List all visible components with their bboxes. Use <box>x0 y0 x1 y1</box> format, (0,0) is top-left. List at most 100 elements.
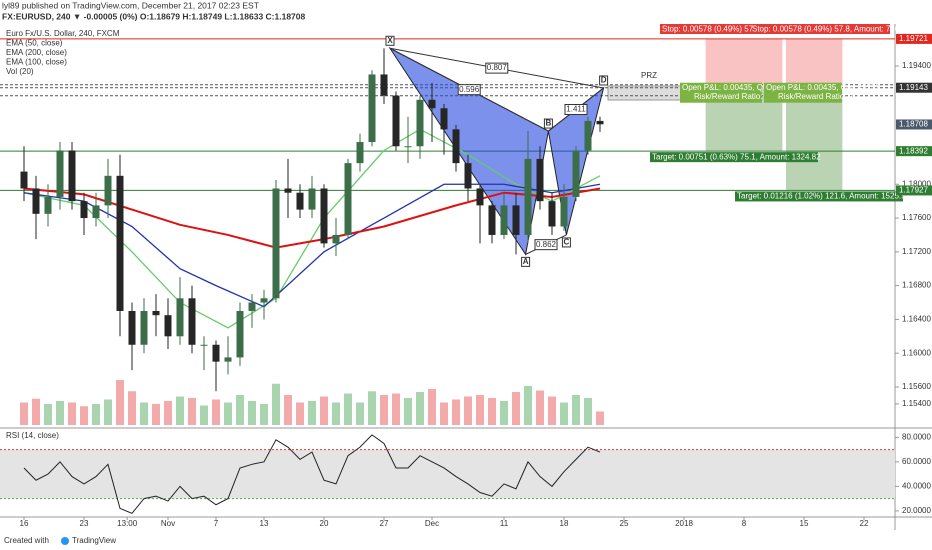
ratio-badge <box>534 239 558 251</box>
open-badge <box>764 82 842 103</box>
candle-body <box>56 150 64 197</box>
candle-body <box>440 108 448 130</box>
candle-body <box>344 163 352 235</box>
legend-entry: Euro Fx/U.S. Dollar, 240, FXCM <box>6 29 120 38</box>
point-label: X <box>387 36 393 45</box>
legend-entry: EMA (50, close) <box>6 39 63 48</box>
candle-body <box>164 315 172 337</box>
candle-body <box>260 298 268 303</box>
candle-body <box>488 205 496 235</box>
y-tick-label: 1.15600 <box>902 382 931 391</box>
volume-bar <box>212 399 220 425</box>
x-tick-label: 2018 <box>675 519 693 528</box>
candle-body <box>116 175 124 311</box>
target-zone <box>786 87 843 191</box>
candle-body <box>176 298 184 337</box>
open-label: Open P&L: 0.00435, Qty: 43252 <box>766 83 880 92</box>
logo <box>61 537 69 545</box>
x-tick-label: 13 <box>260 519 269 528</box>
candle-body <box>476 188 484 206</box>
price-badge <box>896 146 932 157</box>
ratio-label: 0.596 <box>459 85 480 94</box>
price-badge <box>896 119 932 130</box>
x-tick-label: 13:00 <box>117 519 138 528</box>
volume-bar <box>272 383 280 425</box>
volume-bar <box>68 402 76 425</box>
candle-body <box>572 150 580 197</box>
volume-bar <box>404 398 412 425</box>
y-tick-label: 1.17200 <box>902 247 931 256</box>
candle-body <box>404 146 412 148</box>
rsi-tick-label: 40.0000 <box>902 481 931 490</box>
volume-bar <box>224 402 232 425</box>
x-tick-label: 11 <box>500 519 509 528</box>
ratio-badge <box>564 104 588 116</box>
volume-bar <box>416 392 424 425</box>
candle-body <box>596 120 604 125</box>
candle-body <box>416 99 424 147</box>
candle-body <box>140 310 148 345</box>
candle-body <box>44 196 52 214</box>
volume-bar <box>236 395 244 425</box>
volume-bar <box>296 402 304 425</box>
candle-body <box>104 175 112 206</box>
x-tick-label: 20 <box>320 519 329 528</box>
publisher: lyl89 published on TradingView.com, Dece… <box>2 0 259 10</box>
zone-label: PRZ <box>641 71 657 80</box>
candle-body <box>236 310 244 358</box>
candle-body <box>560 196 568 227</box>
legend-entry: EMA (100, close) <box>6 58 67 67</box>
price-badge <box>896 82 932 93</box>
point-label: A <box>523 257 529 266</box>
candle-body <box>32 188 40 214</box>
y-tick-label: 1.18000 <box>902 179 931 188</box>
ratio-label: 0.807 <box>487 63 508 72</box>
candle-body <box>284 188 292 193</box>
candle-body <box>428 99 436 109</box>
candle-body <box>320 188 328 244</box>
candle-body <box>464 163 472 189</box>
candle-body <box>356 142 364 164</box>
price-badge <box>896 33 932 44</box>
volume-bar <box>20 402 28 425</box>
candle-body <box>452 129 460 164</box>
price-label: 1.19721 <box>899 34 928 43</box>
x-tick-label: 27 <box>380 519 389 528</box>
volume-bar <box>392 393 400 425</box>
price-label: 1.18392 <box>899 146 928 155</box>
volume-bar <box>284 395 292 425</box>
x-tick-label: 23 <box>80 519 89 528</box>
candle-body <box>524 158 532 235</box>
point-label: D <box>601 76 607 85</box>
open-badge <box>680 82 762 103</box>
candle-body <box>68 150 76 202</box>
ratio-badge <box>485 62 509 74</box>
volume-bar <box>32 398 40 425</box>
y-tick-label: 1.16400 <box>902 315 931 324</box>
target-label: Target: 0.00751 (0.63%) 75.1, Amount: 13… <box>652 152 821 161</box>
candle-body <box>272 188 280 299</box>
x-tick-label: 22 <box>860 519 869 528</box>
volume-bar <box>92 404 100 425</box>
volume-bar <box>368 391 376 425</box>
x-tick-label: Dec <box>425 519 439 528</box>
ratio-label: 0.862 <box>536 240 557 249</box>
chart: 1.15400 1.15600 1.16000 1.16400 1.16800 1.172… <box>0 24 932 528</box>
volume-bar <box>344 393 352 425</box>
y-tick-label: 1.16800 <box>902 281 931 290</box>
volume-bar <box>116 380 124 425</box>
candle-body <box>332 234 340 244</box>
volume-bar <box>176 396 184 425</box>
x-tick-label: 16 <box>20 519 29 528</box>
candle-body <box>512 205 520 235</box>
candle-body <box>584 120 592 151</box>
volume-bar <box>560 402 568 425</box>
volume-bar <box>572 395 580 425</box>
rsi-line <box>23 434 601 514</box>
legend-entry: EMA (200, close) <box>6 48 67 57</box>
footer-brand: TradingView <box>72 536 116 545</box>
point-badge <box>561 237 571 248</box>
rsi-name: RSI (14, close) <box>6 431 59 440</box>
candle-body <box>80 201 88 219</box>
target-badge <box>650 152 818 163</box>
